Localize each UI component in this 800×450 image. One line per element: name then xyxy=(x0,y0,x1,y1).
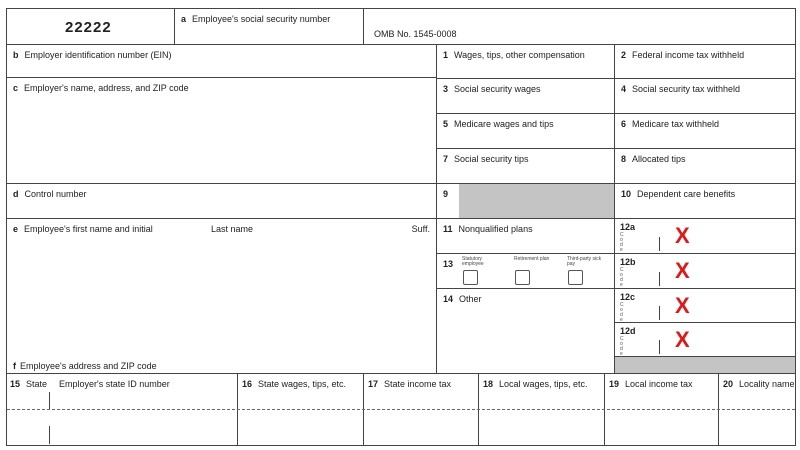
retirement-plan-checkbox[interactable] xyxy=(515,270,530,285)
box-label: Employer identification number (EIN) xyxy=(24,50,172,60)
box-a-ssn[interactable]: a Employee's social security number xyxy=(174,8,364,45)
box-7[interactable]: 7 Social security tips xyxy=(436,148,615,184)
code-label: C o d e xyxy=(620,336,624,357)
statutory-label: Statutory employee xyxy=(462,256,484,267)
x-mark: X xyxy=(675,327,690,352)
box-label: Social security tax withheld xyxy=(632,84,741,94)
box-label: Nonqualified plans xyxy=(458,224,533,234)
box-label: Wages, tips, other compensation xyxy=(454,50,585,60)
box-e-f-employee[interactable]: e Employee's first name and initial Last … xyxy=(6,218,437,374)
box-label: Federal income tax withheld xyxy=(632,50,745,60)
box-label: Local income tax xyxy=(625,379,693,389)
box-6[interactable]: 6 Medicare tax withheld xyxy=(614,113,796,149)
box-9: 9 xyxy=(436,183,615,219)
box-b-ein[interactable]: b Employer identification number (EIN) xyxy=(6,44,437,78)
box-label: Employee's social security number xyxy=(192,14,331,24)
retirement-label: Retirement plan xyxy=(514,256,550,262)
dashed-divider xyxy=(7,409,795,410)
box-14[interactable]: 14 Other xyxy=(436,288,615,374)
box-label: State xyxy=(26,379,48,389)
box-label: Social security tips xyxy=(454,154,529,164)
box-label: Control number xyxy=(24,189,87,199)
omb-box: OMB No. 1545-0008 xyxy=(363,8,796,45)
box-c-employer[interactable]: c Employer's name, address, and ZIP code xyxy=(6,77,437,184)
x-mark: X xyxy=(675,293,690,318)
box-label: Local wages, tips, etc. xyxy=(499,379,588,389)
shaded-area xyxy=(614,356,796,374)
code-label: C o d e xyxy=(620,267,624,288)
box-letter: b xyxy=(13,50,19,60)
box-label: Dependent care benefits xyxy=(637,189,736,199)
last-name-label: Last name xyxy=(211,224,254,234)
box-label: Employer's name, address, and ZIP code xyxy=(24,83,189,93)
box-label: Medicare tax withheld xyxy=(632,119,720,129)
box-label: Employee's first name and initial xyxy=(24,224,153,234)
statutory-employee-checkbox[interactable] xyxy=(463,270,478,285)
box-label: Other xyxy=(459,294,482,304)
box-2[interactable]: 2 Federal income tax withheld xyxy=(614,44,796,79)
state-id-label: Employer's state ID number xyxy=(59,379,170,389)
box-letter: e xyxy=(13,224,19,234)
form-code-box: 22222 xyxy=(6,8,175,45)
box-f-label: Employee's address and ZIP code xyxy=(20,361,157,371)
box-d-control[interactable]: d Control number xyxy=(6,183,437,219)
box-13: 13 Statutory employee Retirement plan Th… xyxy=(436,253,615,289)
box-letter: f xyxy=(13,361,16,371)
x-mark: X xyxy=(675,223,690,248)
box-10[interactable]: 10 Dependent care benefits xyxy=(614,183,796,219)
box-label: Social security wages xyxy=(454,84,541,94)
suffix-label: Suff. xyxy=(411,224,430,234)
sick-pay-label: Third-party sick pay xyxy=(567,256,602,267)
third-party-sick-pay-checkbox[interactable] xyxy=(568,270,583,285)
omb-number: OMB No. 1545-0008 xyxy=(374,29,457,39)
x-mark: X xyxy=(675,258,690,283)
box-letter: a xyxy=(181,14,187,24)
box-label: Allocated tips xyxy=(632,154,686,164)
box-label: Locality name xyxy=(739,379,795,389)
box-1[interactable]: 1 Wages, tips, other compensation xyxy=(436,44,615,79)
box-letter: c xyxy=(13,83,19,93)
box-label: State income tax xyxy=(384,379,452,389)
box-3[interactable]: 3 Social security wages xyxy=(436,78,615,114)
box-label: State wages, tips, etc. xyxy=(258,379,347,389)
code-label: C o d e xyxy=(620,302,624,323)
box-label: Medicare wages and tips xyxy=(454,119,554,129)
box-letter: d xyxy=(13,189,19,199)
code-label: C o d e xyxy=(620,232,624,253)
box-11[interactable]: 11 Nonqualified plans xyxy=(436,218,615,254)
box-4[interactable]: 4 Social security tax withheld xyxy=(614,78,796,114)
box-5[interactable]: 5 Medicare wages and tips xyxy=(436,113,615,149)
form-code: 22222 xyxy=(65,19,112,36)
box-8[interactable]: 8 Allocated tips xyxy=(614,148,796,184)
